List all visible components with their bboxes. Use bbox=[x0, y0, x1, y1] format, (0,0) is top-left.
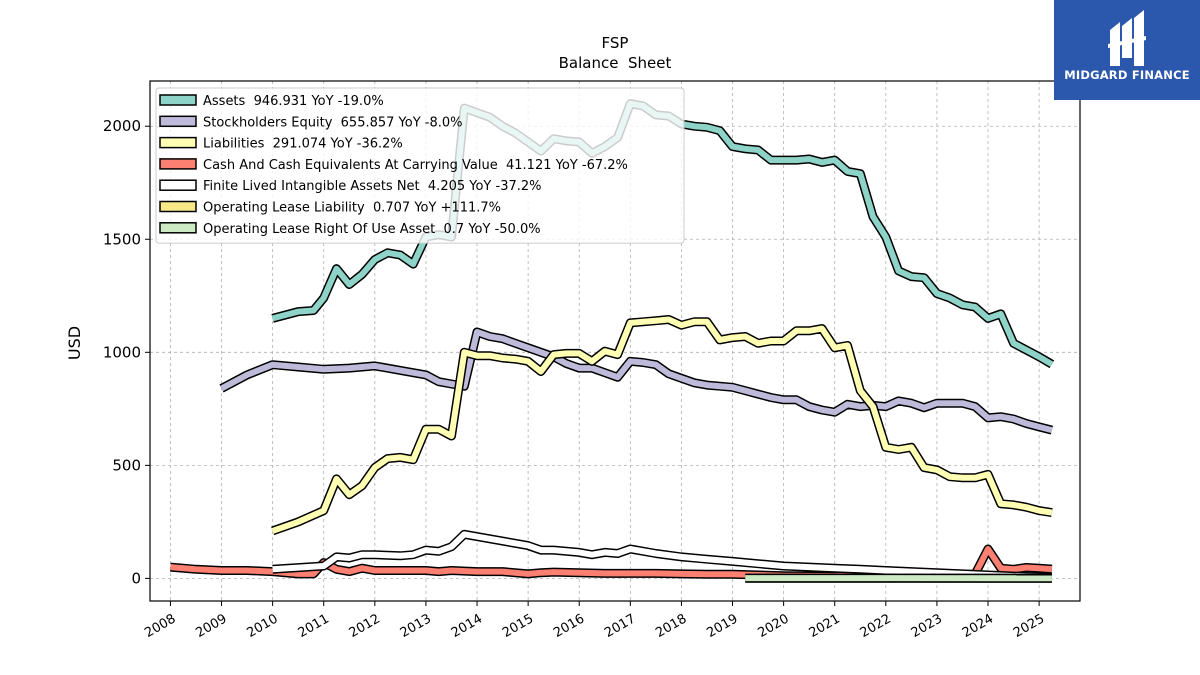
legend-label: Finite Lived Intangible Assets Net 4.205… bbox=[203, 179, 542, 194]
series-line-outline bbox=[219, 327, 1053, 435]
legend-swatch bbox=[159, 200, 197, 213]
x-tick-label: 2023 bbox=[909, 611, 945, 641]
y-tick-label: 500 bbox=[112, 456, 141, 474]
legend-label: Assets 946.931 YoY -19.0% bbox=[203, 94, 384, 109]
legend-label: Liabilities 291.074 YoY -36.2% bbox=[203, 137, 403, 152]
y-tick-label: 1000 bbox=[103, 343, 141, 361]
x-tick-label: 2017 bbox=[602, 611, 638, 641]
series-line-fill bbox=[272, 531, 1053, 581]
x-tick-label: 2010 bbox=[244, 611, 280, 641]
x-tick-label: 2013 bbox=[398, 611, 434, 641]
legend-swatch bbox=[159, 136, 197, 149]
x-tick-label: 2011 bbox=[296, 611, 332, 641]
series-line bbox=[272, 529, 1053, 582]
chart-title: FSP bbox=[602, 34, 629, 52]
legend-label: Operating Lease Liability 0.707 YoY +111… bbox=[203, 201, 501, 216]
plot-frame bbox=[149, 80, 1081, 602]
legend-swatch bbox=[159, 94, 197, 106]
legend-box bbox=[155, 87, 685, 244]
x-tick-label: 2019 bbox=[704, 611, 740, 641]
x-tick-label: 2020 bbox=[755, 611, 791, 641]
y-tick-label: 0 bbox=[131, 569, 141, 587]
x-tick-label: 2025 bbox=[1011, 611, 1047, 641]
x-tick-label: 2008 bbox=[142, 611, 178, 641]
y-axis-label: USD bbox=[65, 326, 84, 360]
legend-label: Operating Lease Right Of Use Asset 0.7 Y… bbox=[203, 222, 541, 237]
brand-mark-icon bbox=[1108, 10, 1146, 66]
legend-swatch bbox=[159, 222, 197, 234]
x-tick-label: 2022 bbox=[858, 611, 894, 641]
series-line-fill bbox=[271, 316, 1053, 534]
x-tick-label: 2024 bbox=[960, 611, 996, 641]
x-tick-label: 2012 bbox=[347, 611, 383, 641]
legend: Assets 946.931 YoY -19.0% Stockholders Eq… bbox=[155, 87, 685, 244]
legend-label: Cash And Cash Equivalents At Carrying Va… bbox=[203, 158, 628, 173]
brand-logo: MIDGARD FINANCE bbox=[1054, 0, 1200, 100]
y-tick-label: 1500 bbox=[103, 230, 141, 248]
x-tick-label: 2009 bbox=[193, 611, 229, 641]
series-line bbox=[271, 315, 1053, 536]
series-line-fill bbox=[220, 329, 1053, 434]
legend-swatch bbox=[159, 115, 197, 128]
brand-name: MIDGARD FINANCE bbox=[1064, 68, 1190, 82]
x-tick-label: 2018 bbox=[653, 611, 689, 641]
legend-swatch bbox=[159, 158, 197, 170]
y-tick-label: 2000 bbox=[103, 117, 141, 135]
x-tick-label: 2015 bbox=[500, 611, 536, 641]
series-line-outline bbox=[271, 315, 1053, 536]
chart-subtitle: Balance Sheet bbox=[559, 54, 672, 72]
x-tick-label: 2016 bbox=[551, 611, 587, 641]
series-line bbox=[219, 327, 1053, 435]
legend-swatch bbox=[159, 179, 197, 191]
legend-label: Stockholders Equity 655.857 YoY -8.0% bbox=[203, 115, 463, 130]
x-tick-label: 2021 bbox=[807, 611, 843, 641]
x-tick-label: 2014 bbox=[449, 611, 485, 641]
